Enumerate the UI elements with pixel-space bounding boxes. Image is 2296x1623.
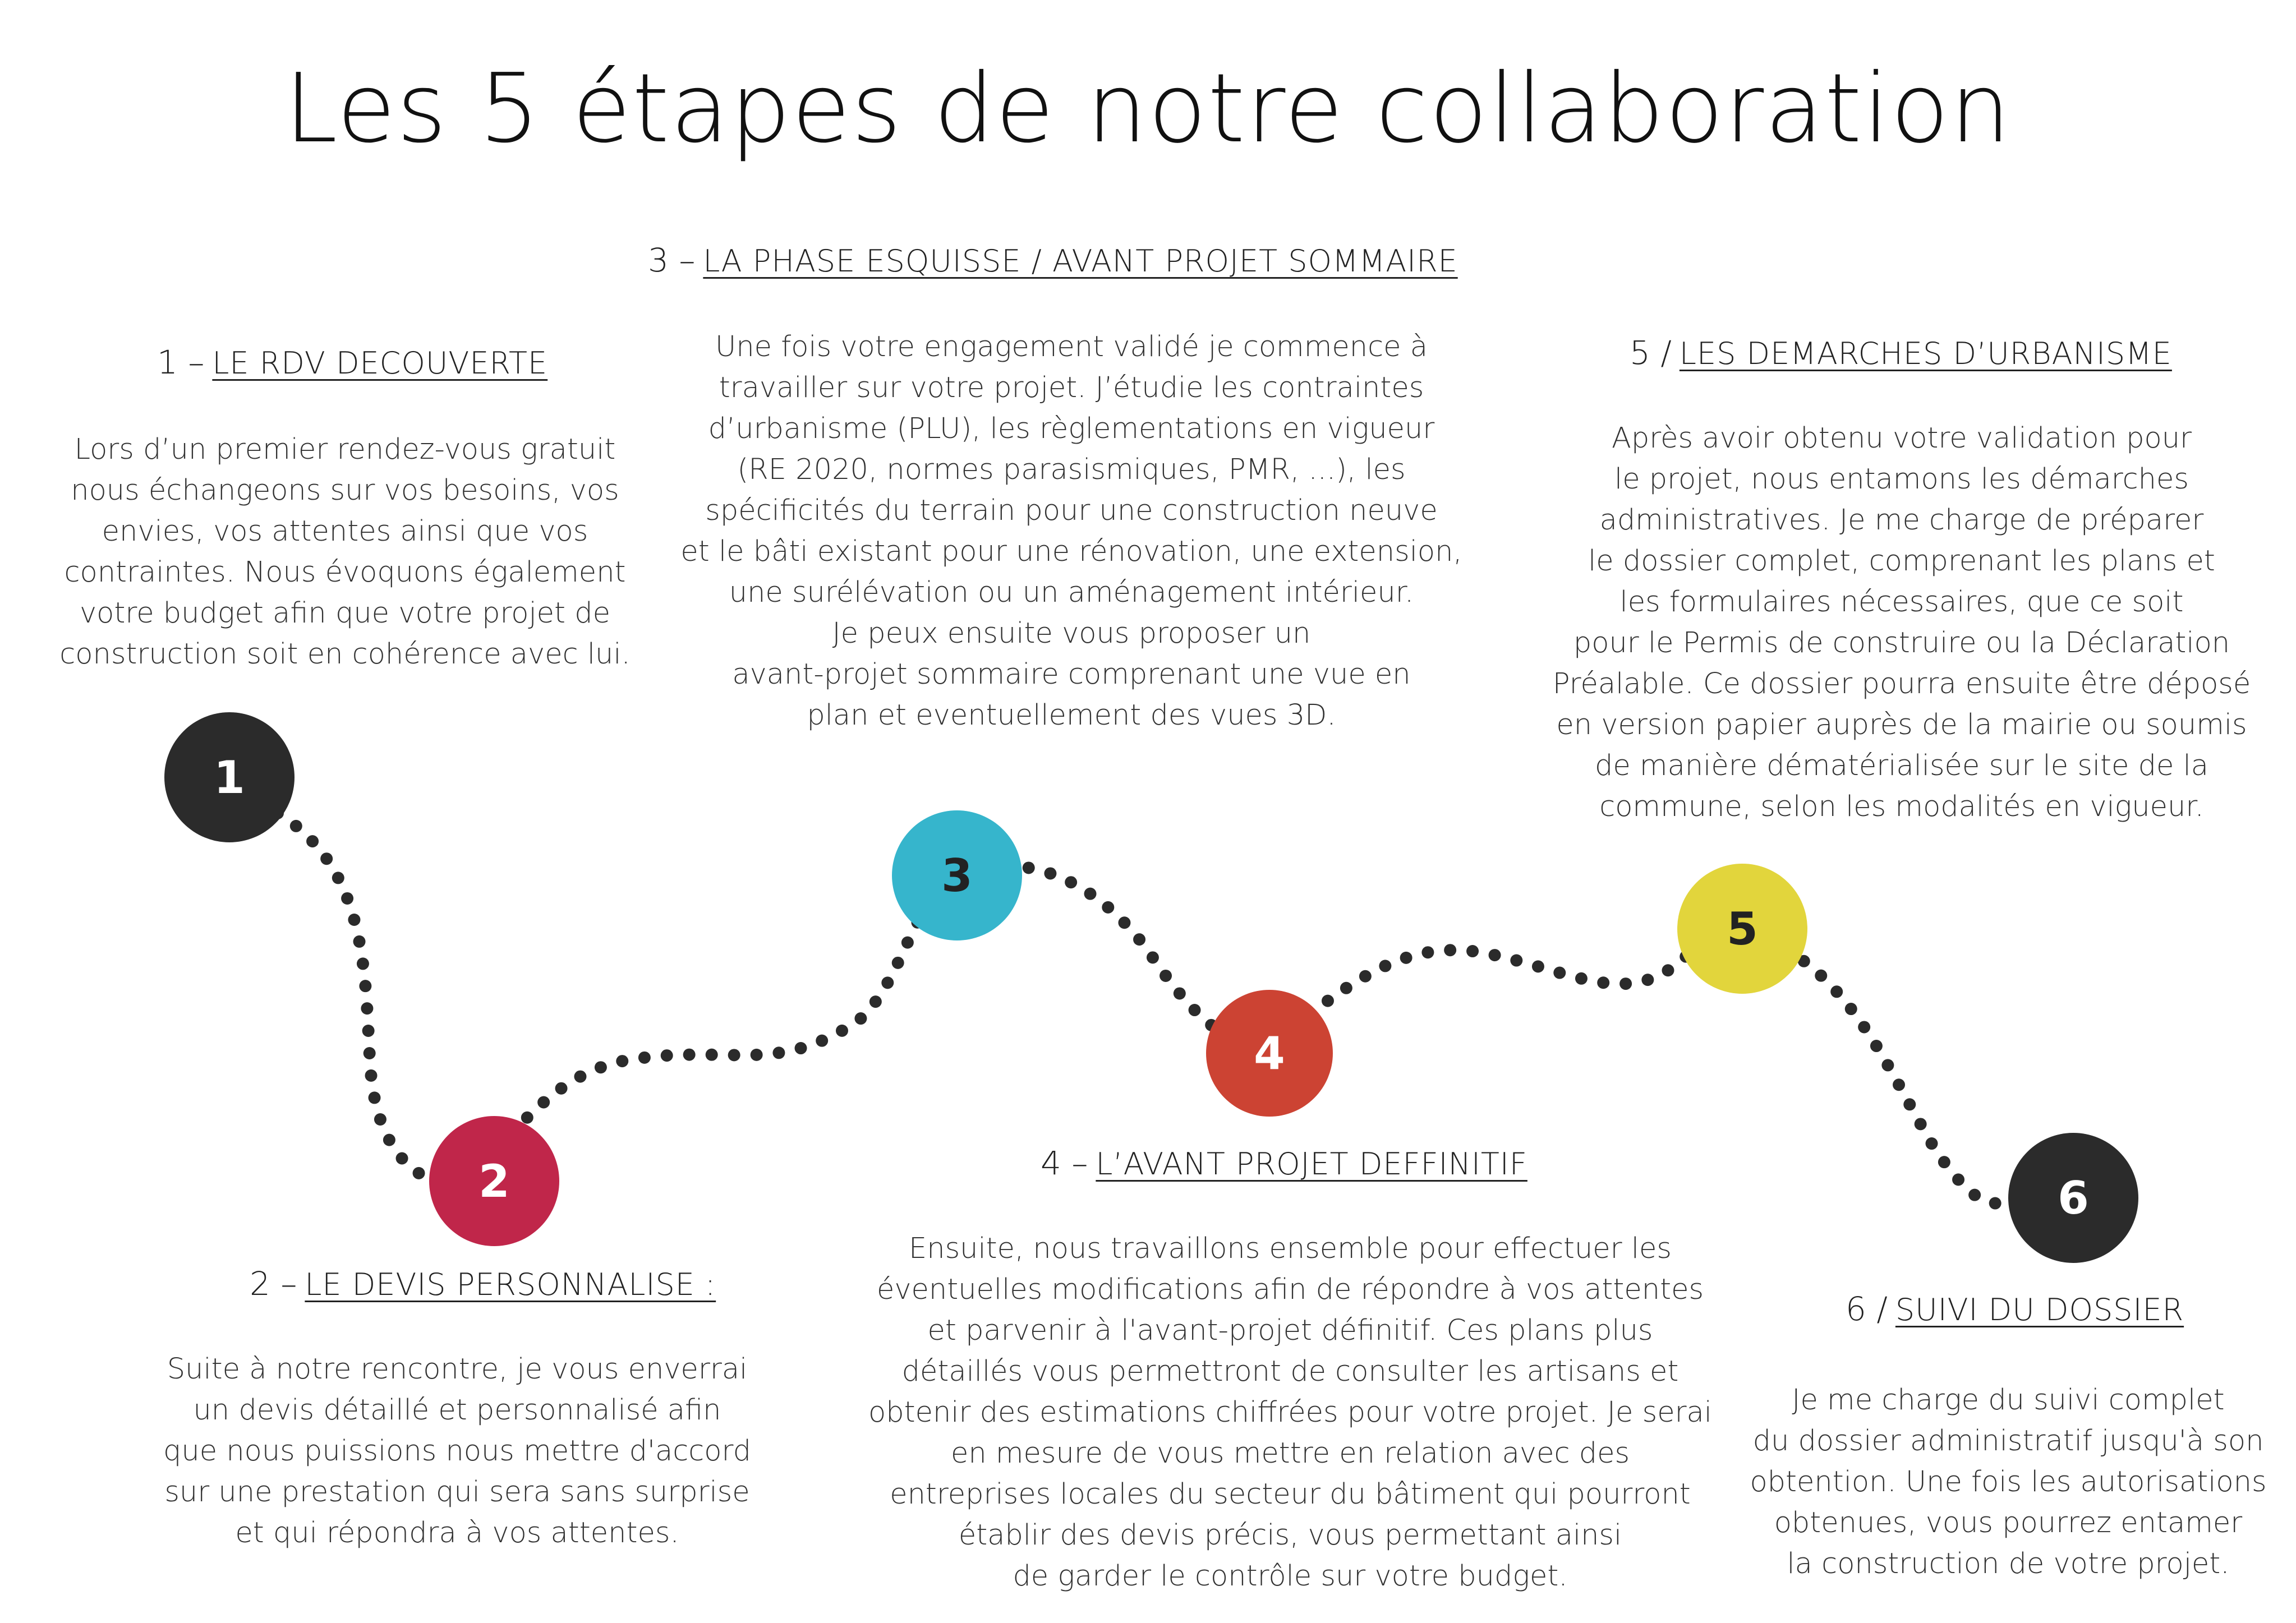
- step-6-description: Je me charge du suivi complet du dossier…: [1739, 1380, 2277, 1584]
- step-5-line: le dossier complet, comprenant les plans…: [1588, 545, 2215, 578]
- step-1-title: LE RDV DECOUVERTE: [212, 345, 548, 381]
- step-1-line: construction soit en cohérence avec lui.: [59, 638, 631, 671]
- step-2-description: Suite à notre rencontre, je vous enverra…: [151, 1349, 763, 1553]
- step-2-line: sur une prestation qui sera sans surpris…: [164, 1476, 750, 1509]
- step-1-line: nous échangeons sur vos besoins, vos: [71, 474, 619, 507]
- step-3-line: avant-projet sommaire comprenant une vue…: [732, 658, 1411, 691]
- step-1-line: envies, vos attentes ainsi que vos: [102, 515, 588, 548]
- step-2-number-label: 2 –: [250, 1265, 297, 1303]
- step-4-line: Ensuite, nous travaillons ensemble pour …: [909, 1232, 1672, 1265]
- step-6-number: 6: [2058, 1172, 2089, 1224]
- step-3-line: et le bâti existant pour une rénovation,…: [680, 535, 1462, 568]
- step-3-heading: 3 – LA PHASE ESQUISSE / AVANT PROJET SOMM…: [648, 241, 1458, 279]
- step-3-line: travailler sur votre projet. J’étudie le…: [719, 371, 1424, 404]
- step-1-line: votre budget afin que votre projet de: [79, 597, 610, 630]
- step-1-number: 1: [214, 751, 245, 804]
- step-2-heading: 2 – LE DEVIS PERSONNALISE :: [250, 1265, 716, 1303]
- step-3-number-label: 3 –: [648, 241, 696, 279]
- step-3-line: Je peux ensuite vous proposer un: [832, 617, 1311, 650]
- step-3-line: spécificités du terrain pour une constru…: [705, 494, 1438, 527]
- step-6-heading: 6 /SUIVI DU DOSSIER: [1846, 1290, 2184, 1328]
- step-5-line: Après avoir obtenu votre validation pour: [1611, 422, 2192, 455]
- step-2-line: que nous puissions nous mettre d'accord: [163, 1435, 751, 1468]
- step-4-line: entreprises locales du secteur du bâtime…: [890, 1478, 1691, 1511]
- step-5-line: commune, selon les modalités en vigueur.: [1599, 790, 2204, 823]
- step-1-description: Lors d’un premier rendez-vous gratuit no…: [22, 429, 668, 675]
- step-3-title: LA PHASE ESQUISSE / AVANT PROJET SOMMAIR…: [703, 243, 1458, 279]
- step-3-description: Une fois votre engagement validé je comm…: [673, 326, 1470, 736]
- step-4-line: établir des devis précis, vous permettan…: [958, 1519, 1622, 1552]
- step-4-number-label: 4 –: [1041, 1144, 1088, 1182]
- step-5-line: Préalable. Ce dossier pourra ensuite êtr…: [1552, 667, 2251, 700]
- step-2-line: un devis détaillé et personnalisé afin: [193, 1394, 721, 1427]
- step-6-line: obtenues, vous pourrez entamer: [1774, 1506, 2243, 1539]
- step-4-description: Ensuite, nous travaillons ensemble pour …: [841, 1228, 1739, 1597]
- step-2-marker: 2: [429, 1116, 559, 1246]
- step-5-line: de manière dématérialisée sur le site de…: [1594, 749, 2209, 782]
- step-6-marker: 6: [2008, 1133, 2138, 1263]
- step-6-title: SUIVI DU DOSSIER: [1895, 1292, 2184, 1327]
- step-2-line: Suite à notre rencontre, je vous enverra…: [167, 1353, 748, 1386]
- step-4-line: en mesure de vous mettre en relation ave…: [950, 1437, 1630, 1470]
- step-5-line: le projet, nous entamons les démarches: [1614, 463, 2189, 496]
- step-4-line: éventuelles modifications afin de répond…: [876, 1273, 1704, 1306]
- step-1-line: Lors d’un premier rendez-vous gratuit: [74, 433, 616, 466]
- step-6-line: du dossier administratif jusqu'à son: [1752, 1424, 2264, 1458]
- step-5-marker: 5: [1677, 864, 1807, 994]
- step-6-number-label: 6 /: [1846, 1290, 1888, 1328]
- step-1-marker: 1: [164, 712, 295, 842]
- step-5-heading: 5 /LES DEMARCHES D’URBANISME: [1630, 334, 2172, 372]
- step-6-line: Je me charge du suivi complet: [1792, 1384, 2225, 1417]
- step-3-line: (RE 2020, normes parasismiques, PMR, ...…: [737, 453, 1406, 486]
- step-2-line: et qui répondra à vos attentes.: [235, 1516, 679, 1550]
- step-5-line: les formulaires nécessaires, que ce soit: [1619, 585, 2184, 619]
- step-4-number: 4: [1254, 1027, 1285, 1080]
- step-3-line: d’urbanisme (PLU), les règlementations e…: [708, 412, 1435, 445]
- step-4-line: obtenir des estimations chiffrées pour v…: [868, 1396, 1712, 1429]
- step-5-line: en version papier auprès de la mairie ou…: [1556, 708, 2247, 741]
- step-3-number: 3: [941, 849, 973, 902]
- step-1-number-label: 1 –: [157, 343, 205, 381]
- step-4-line: de garder le contrôle sur votre budget.: [1013, 1560, 1568, 1593]
- step-3-line: une surélévation ou un aménagement intér…: [729, 576, 1414, 609]
- step-4-line: détaillés vous permettront de consulter …: [901, 1355, 1679, 1388]
- step-3-line: Une fois votre engagement validé je comm…: [715, 330, 1428, 363]
- step-1-line: contraintes. Nous évoquons également: [64, 556, 626, 589]
- step-5-number: 5: [1727, 902, 1758, 955]
- step-5-line: pour le Permis de construire ou la Décla…: [1573, 626, 2230, 660]
- step-2-title: LE DEVIS PERSONNALISE :: [305, 1267, 716, 1302]
- step-2-number: 2: [478, 1155, 510, 1207]
- step-4-title: L’AVANT PROJET DEFFINITIF: [1096, 1146, 1527, 1182]
- step-5-line: administratives. Je me charge de prépare…: [1599, 504, 2204, 537]
- page-title: Les 5 étapes de notre collaboration: [284, 53, 2012, 164]
- step-5-title: LES DEMARCHES D’URBANISME: [1679, 336, 2172, 371]
- step-6-line: obtention. Une fois les autorisations: [1750, 1465, 2267, 1498]
- step-3-marker: 3: [892, 810, 1022, 940]
- step-6-line: la construction de votre projet.: [1787, 1547, 2230, 1580]
- step-5-description: Après avoir obtenu votre validation pour…: [1509, 418, 2294, 827]
- step-3-line: plan et eventuellement des vues 3D.: [807, 699, 1336, 732]
- step-1-heading: 1 – LE RDV DECOUVERTE: [157, 343, 547, 381]
- step-4-heading: 4 – L’AVANT PROJET DEFFINITIF: [1041, 1144, 1527, 1182]
- step-4-line: et parvenir à l'avant-projet définitif. …: [927, 1314, 1653, 1347]
- step-4-marker: 4: [1206, 990, 1333, 1117]
- step-5-number-label: 5 /: [1630, 334, 1672, 372]
